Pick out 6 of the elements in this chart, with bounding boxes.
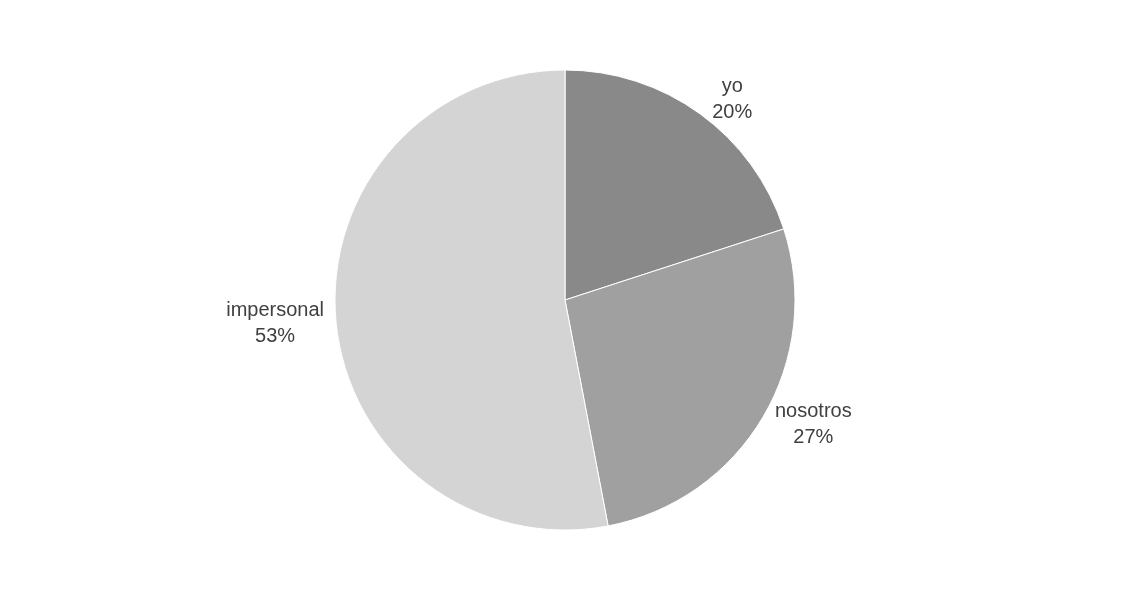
- data-label: 53%: [255, 323, 296, 346]
- slice-label: nosotros: [774, 399, 852, 422]
- data-label: 27%: [793, 425, 834, 448]
- slice-label: impersonal: [226, 297, 325, 320]
- slice-label: yo: [721, 74, 743, 97]
- data-label: 20%: [712, 100, 753, 123]
